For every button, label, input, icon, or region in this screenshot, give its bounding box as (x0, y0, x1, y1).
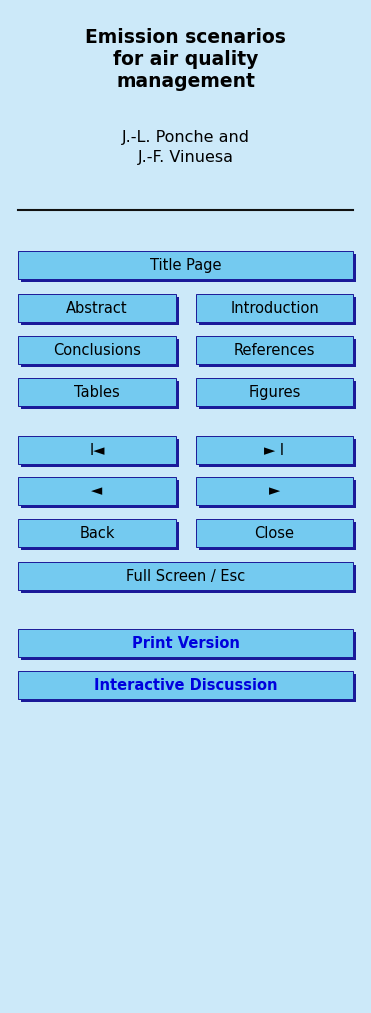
Text: Title Page: Title Page (150, 257, 221, 272)
FancyBboxPatch shape (21, 339, 179, 367)
FancyBboxPatch shape (21, 480, 179, 508)
FancyBboxPatch shape (18, 519, 176, 547)
FancyBboxPatch shape (21, 254, 356, 282)
FancyBboxPatch shape (18, 294, 176, 322)
Text: Full Screen / Esc: Full Screen / Esc (126, 568, 245, 583)
Text: I◄: I◄ (89, 443, 105, 458)
Text: Print Version: Print Version (132, 635, 239, 650)
Text: Close: Close (255, 526, 295, 541)
FancyBboxPatch shape (21, 632, 356, 660)
FancyBboxPatch shape (196, 378, 353, 406)
FancyBboxPatch shape (18, 251, 353, 279)
Text: for air quality: for air quality (113, 50, 258, 69)
FancyBboxPatch shape (199, 297, 356, 325)
FancyBboxPatch shape (18, 378, 176, 406)
Text: Introduction: Introduction (230, 301, 319, 315)
FancyBboxPatch shape (21, 565, 356, 593)
FancyBboxPatch shape (199, 439, 356, 467)
FancyBboxPatch shape (196, 294, 353, 322)
Text: ► I: ► I (265, 443, 285, 458)
Text: ◄: ◄ (91, 483, 103, 498)
Text: J.-F. Vinuesa: J.-F. Vinuesa (138, 150, 233, 165)
FancyBboxPatch shape (199, 339, 356, 367)
FancyBboxPatch shape (196, 436, 353, 464)
Text: Interactive Discussion: Interactive Discussion (94, 678, 277, 693)
FancyBboxPatch shape (21, 297, 179, 325)
Text: ►: ► (269, 483, 280, 498)
FancyBboxPatch shape (18, 336, 176, 364)
FancyBboxPatch shape (199, 480, 356, 508)
FancyBboxPatch shape (21, 674, 356, 702)
FancyBboxPatch shape (18, 477, 176, 505)
FancyBboxPatch shape (18, 436, 176, 464)
Text: Tables: Tables (74, 385, 120, 399)
Text: Back: Back (79, 526, 115, 541)
FancyBboxPatch shape (199, 522, 356, 550)
FancyBboxPatch shape (21, 522, 179, 550)
Text: Figures: Figures (248, 385, 301, 399)
FancyBboxPatch shape (18, 562, 353, 590)
FancyBboxPatch shape (18, 629, 353, 657)
Text: Abstract: Abstract (66, 301, 128, 315)
Text: Conclusions: Conclusions (53, 342, 141, 358)
FancyBboxPatch shape (199, 381, 356, 409)
FancyBboxPatch shape (196, 519, 353, 547)
Text: Emission scenarios: Emission scenarios (85, 28, 286, 47)
Text: J.-L. Ponche and: J.-L. Ponche and (121, 130, 250, 145)
FancyBboxPatch shape (21, 381, 179, 409)
FancyBboxPatch shape (196, 336, 353, 364)
FancyBboxPatch shape (18, 671, 353, 699)
Text: References: References (234, 342, 315, 358)
Text: management: management (116, 72, 255, 91)
FancyBboxPatch shape (196, 477, 353, 505)
FancyBboxPatch shape (21, 439, 179, 467)
